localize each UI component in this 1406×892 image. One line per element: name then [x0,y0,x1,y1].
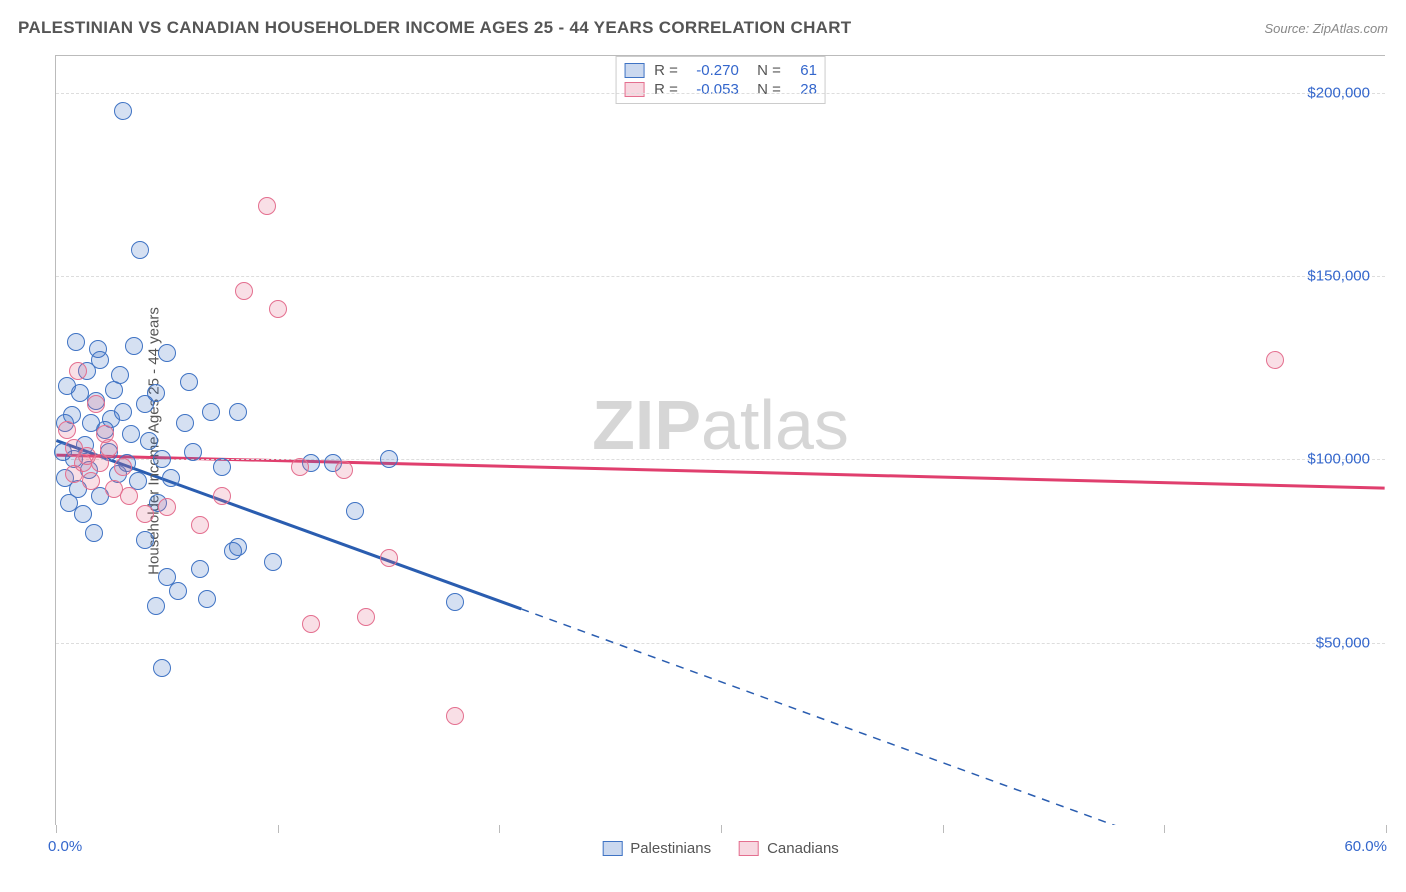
data-point-palestinians [74,505,92,523]
data-point-palestinians [191,560,209,578]
data-point-canadians [269,300,287,318]
data-point-palestinians [229,403,247,421]
swatch-canadians [624,82,644,97]
data-point-palestinians [380,450,398,468]
data-point-canadians [291,458,309,476]
data-point-canadians [302,615,320,633]
n-label: N = [749,62,781,79]
legend-label-canadians: Canadians [767,840,839,857]
x-tick [278,825,279,833]
trend-lines [56,56,1385,825]
data-point-canadians [335,461,353,479]
x-tick [943,825,944,833]
data-point-palestinians [136,531,154,549]
legend-item-palestinians: Palestinians [602,840,711,857]
data-point-palestinians [122,425,140,443]
n-label: N = [749,81,781,98]
data-point-palestinians [153,450,171,468]
data-point-palestinians [162,469,180,487]
data-point-canadians [235,282,253,300]
corr-row-canadians: R = -0.053 N = 28 [624,80,817,99]
x-min-label: 0.0% [48,838,82,855]
gridline [56,459,1385,460]
data-point-canadians [191,516,209,534]
gridline [56,93,1385,94]
gridline [56,276,1385,277]
y-tick-label: $200,000 [1307,84,1370,101]
x-tick [499,825,500,833]
data-point-canadians [100,439,118,457]
chart-header: PALESTINIAN VS CANADIAN HOUSEHOLDER INCO… [18,18,1388,38]
data-point-palestinians [346,502,364,520]
swatch-canadians [739,841,759,856]
data-point-palestinians [114,102,132,120]
x-max-label: 60.0% [1344,838,1387,855]
data-point-palestinians [131,241,149,259]
data-point-canadians [258,197,276,215]
data-point-canadians [82,472,100,490]
y-tick-label: $50,000 [1316,634,1370,651]
data-point-canadians [58,421,76,439]
data-point-palestinians [114,403,132,421]
data-point-palestinians [67,333,85,351]
data-point-palestinians [85,524,103,542]
x-tick [1386,825,1387,833]
data-point-canadians [69,362,87,380]
data-point-canadians [136,505,154,523]
data-point-palestinians [91,351,109,369]
x-tick [56,825,57,833]
n-value-canadians: 28 [787,81,817,98]
data-point-palestinians [213,458,231,476]
data-point-palestinians [198,590,216,608]
data-point-canadians [114,458,132,476]
watermark-light: atlas [701,386,849,464]
correlation-legend: R = -0.270 N = 61 R = -0.053 N = 28 [615,56,826,104]
y-tick-label: $150,000 [1307,268,1370,285]
r-value-canadians: -0.053 [684,81,739,98]
legend-label-palestinians: Palestinians [630,840,711,857]
watermark: ZIPatlas [592,385,849,465]
data-point-palestinians [169,582,187,600]
data-point-canadians [1266,351,1284,369]
legend-item-canadians: Canadians [739,840,839,857]
data-point-palestinians [446,593,464,611]
gridline [56,643,1385,644]
data-point-canadians [87,395,105,413]
chart-title: PALESTINIAN VS CANADIAN HOUSEHOLDER INCO… [18,18,851,38]
data-point-palestinians [153,659,171,677]
data-point-palestinians [147,384,165,402]
data-point-palestinians [147,597,165,615]
data-point-palestinians [111,366,129,384]
trendline-dashed-palestinians [521,609,1384,825]
n-value-palestinians: 61 [787,62,817,79]
chart-source: Source: ZipAtlas.com [1264,21,1388,36]
r-label: R = [654,81,678,98]
data-point-canadians [446,707,464,725]
x-tick [1164,825,1165,833]
swatch-palestinians [624,63,644,78]
plot-area: ZIPatlas R =-0.270 N =61R =-0.053 N =28 … [55,55,1385,825]
watermark-bold: ZIP [592,386,701,464]
data-point-palestinians [229,538,247,556]
x-tick [721,825,722,833]
data-point-canadians [357,608,375,626]
data-point-canadians [213,487,231,505]
data-point-palestinians [176,414,194,432]
data-point-palestinians [158,344,176,362]
data-point-canadians [158,498,176,516]
r-label: R = [654,62,678,79]
data-point-canadians [120,487,138,505]
data-point-canadians [380,549,398,567]
data-point-palestinians [264,553,282,571]
data-point-palestinians [125,337,143,355]
data-point-palestinians [202,403,220,421]
corr-row-palestinians: R = -0.270 N = 61 [624,61,817,80]
data-point-palestinians [140,432,158,450]
data-point-palestinians [184,443,202,461]
data-point-palestinians [180,373,198,391]
swatch-palestinians [602,841,622,856]
series-legend: Palestinians Canadians [602,840,839,857]
r-value-palestinians: -0.270 [684,62,739,79]
y-tick-label: $100,000 [1307,451,1370,468]
